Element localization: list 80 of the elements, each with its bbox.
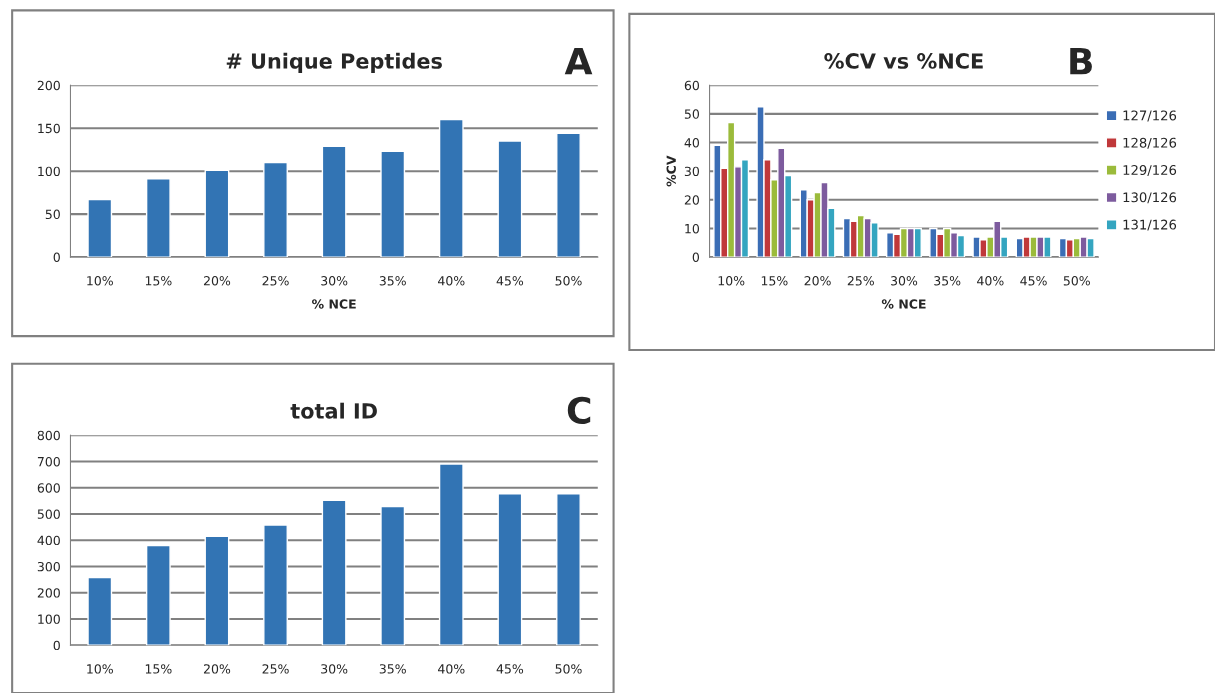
x-tick-label: 45%: [496, 276, 524, 286]
y-tick-label: 40: [684, 138, 700, 148]
y-tick-label: 500: [37, 509, 60, 519]
x-tick-label: 45%: [1020, 276, 1047, 286]
y-tick-label: 300: [37, 561, 60, 572]
y-tick-label: 50: [45, 209, 60, 220]
x-tick-label: 30%: [891, 276, 918, 286]
bar: [321, 499, 347, 646]
y-tick-label: 600: [37, 483, 60, 493]
y-tick-label: 100: [38, 166, 60, 177]
y-tick-label: 10: [685, 223, 700, 234]
y-axis-title: %CV: [666, 155, 676, 187]
bar: [87, 198, 113, 258]
x-tick-label: 40%: [438, 276, 465, 286]
x-tick-label: 50%: [1063, 276, 1090, 286]
y-tick-label: 400: [37, 535, 60, 546]
y-tick-label: 150: [38, 123, 60, 134]
bar: [145, 178, 171, 258]
x-tick-label: 20%: [804, 276, 831, 286]
bar: [556, 132, 581, 258]
x-tick-label: 25%: [847, 276, 874, 286]
bar: [263, 524, 288, 646]
text: A: [564, 47, 593, 75]
x-tick-label: 35%: [934, 276, 961, 286]
bar: [87, 576, 113, 646]
bar: [263, 161, 288, 258]
bar: [556, 493, 581, 646]
x-tick-label: 35%: [379, 664, 406, 674]
y-tick-label: 700: [37, 456, 60, 467]
x-tick-label: 25%: [262, 664, 289, 674]
text: B: [1070, 47, 1092, 75]
y-tick-label: 60: [684, 80, 700, 91]
bar: [438, 463, 464, 646]
y-tick-label: 50: [684, 109, 700, 119]
bar: [438, 118, 464, 258]
x-tick-label: 15%: [761, 276, 788, 286]
legend-label: 127/126: [1123, 110, 1177, 122]
x-tick-label: 40%: [438, 664, 465, 674]
x-axis-title: % NCE: [881, 299, 926, 309]
x-tick-label: 30%: [321, 276, 348, 286]
bar: [204, 169, 230, 258]
text: C: [567, 396, 591, 425]
y-tick-label: 0: [53, 252, 60, 263]
x-tick-label: 25%: [262, 276, 289, 286]
chart-title: %CV vs %NCE: [824, 53, 983, 69]
y-tick-label: 0: [692, 252, 700, 263]
legend-label: 129/126: [1123, 165, 1177, 177]
chart-title: total ID: [290, 402, 377, 419]
x-tick-label: 15%: [145, 276, 172, 286]
x-tick-label: 45%: [496, 664, 524, 674]
bar: [497, 140, 523, 258]
y-tick-label: 30: [684, 166, 700, 177]
y-tick-label: 200: [37, 80, 60, 91]
x-tick-label: 40%: [977, 276, 1004, 286]
x-tick-label: 10%: [87, 664, 113, 674]
bar: [380, 150, 406, 258]
bar: [380, 505, 406, 646]
x-tick-label: 10%: [87, 276, 113, 286]
x-tick-label: 35%: [379, 276, 406, 286]
x-tick-label: 10%: [718, 276, 745, 286]
x-tick-label: 15%: [145, 664, 172, 674]
bar: [204, 535, 230, 646]
x-tick-label: 50%: [555, 664, 582, 674]
x-tick-label: 20%: [203, 664, 231, 674]
y-tick-label: 200: [37, 588, 60, 598]
legend-label: 128/126: [1123, 137, 1177, 149]
y-tick-label: 100: [38, 614, 60, 624]
x-axis-title: % NCE: [312, 299, 356, 309]
bar: [145, 544, 171, 646]
y-tick-label: 0: [53, 640, 60, 651]
chart-title: # Unique Peptides: [226, 52, 442, 73]
x-tick-label: 30%: [321, 664, 348, 674]
legend-label: 131/126: [1123, 219, 1177, 231]
y-tick-label: 800: [37, 430, 60, 441]
bar: [497, 493, 523, 646]
bar: [321, 145, 347, 258]
y-tick-label: 20: [684, 195, 700, 205]
x-tick-label: 20%: [203, 276, 231, 286]
x-tick-label: 50%: [555, 276, 582, 286]
legend-label: 130/126: [1123, 192, 1177, 204]
